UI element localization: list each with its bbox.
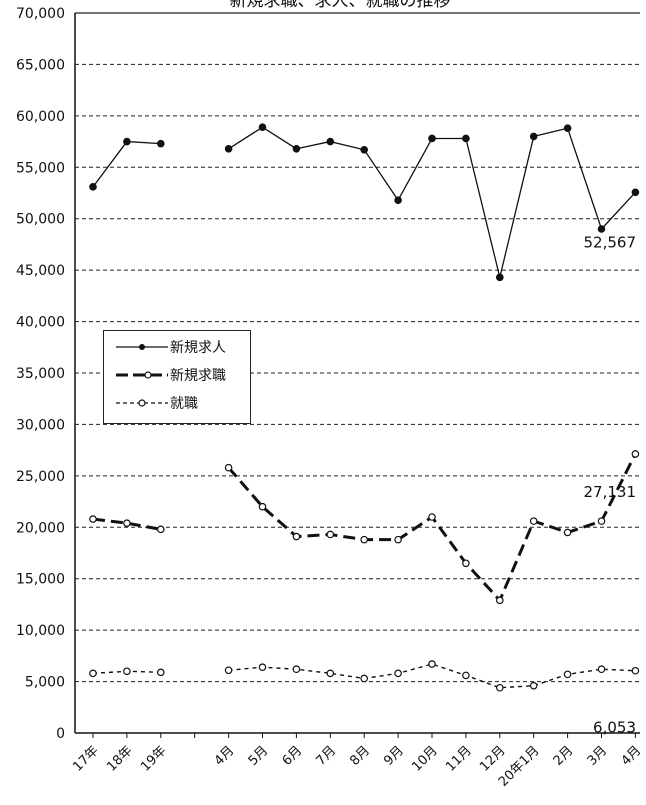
- x-tick-label: 11月: [443, 743, 474, 774]
- series-placements-point: [89, 669, 97, 678]
- x-tick-label: 3月: [585, 743, 611, 769]
- series-new-applicants-point: [326, 530, 335, 539]
- series-new-applicants-point: [292, 532, 301, 541]
- series-new-openings-point: [157, 139, 165, 148]
- series-placements-point: [258, 663, 267, 671]
- series-placements-point: [428, 660, 436, 668]
- y-tick-label: 30,000: [16, 417, 65, 433]
- y-tick-label: 35,000: [16, 366, 65, 382]
- series-new-applicants-point: [462, 559, 470, 568]
- series-placements-point: [563, 670, 572, 679]
- chart-title: 新規求職、求人、就職の推移: [229, 0, 451, 11]
- legend-swatch-new-openings: [116, 344, 168, 350]
- legend-label-placements: 就職: [170, 396, 198, 412]
- series-placements-point: [224, 666, 233, 675]
- series-new-applicants-point: [529, 517, 538, 525]
- series-new-applicants-point: [631, 450, 640, 458]
- y-tick-label: 55,000: [16, 160, 65, 176]
- y-tick-label: 70,000: [16, 6, 65, 22]
- x-tick-label: 6月: [280, 743, 306, 769]
- series-placements-point: [495, 683, 504, 692]
- series-new-openings-point: [462, 134, 470, 143]
- legend-label-new-applicants: 新規求職: [170, 368, 226, 384]
- legend-item-placements: 就職: [104, 391, 250, 415]
- legend-item-new-applicants: 新規求職: [104, 363, 250, 387]
- series-new-openings-point: [428, 134, 436, 143]
- series-new-openings-point: [292, 144, 301, 153]
- series-new-applicants-point: [597, 517, 606, 525]
- series-new-openings-point: [123, 137, 131, 146]
- series-new-openings-point: [631, 188, 640, 197]
- x-tick-label: 7月: [313, 743, 339, 769]
- series-new-applicants-point: [224, 463, 233, 472]
- series-new-applicants-end-label: 27,131: [584, 483, 637, 501]
- series-new-applicants-point: [157, 525, 165, 534]
- series-new-openings-line: [92, 140, 161, 188]
- series-new-applicants-point: [89, 515, 97, 523]
- series-new-openings-point: [224, 144, 233, 153]
- legend-swatch-placements: [116, 399, 168, 407]
- series-placements-point: [394, 669, 402, 678]
- series-new-openings-point: [394, 196, 402, 205]
- series-new-openings-point: [529, 132, 538, 141]
- y-tick-label: 45,000: [16, 263, 65, 279]
- x-tick-label: 8月: [347, 743, 373, 769]
- y-tick-label: 25,000: [16, 469, 65, 485]
- x-tick-label: 4月: [619, 743, 645, 769]
- series-new-openings-point: [326, 137, 335, 146]
- y-tick-label: 0: [56, 726, 65, 742]
- x-tick-label: 17年: [70, 743, 101, 774]
- series-new-openings-point: [360, 146, 369, 154]
- series-new-openings-point: [258, 123, 267, 131]
- x-tick-label: 10月: [409, 743, 440, 774]
- y-tick-label: 50,000: [16, 212, 65, 228]
- series-new-openings-point: [563, 124, 572, 133]
- legend-label-new-openings: 新規求人: [170, 340, 226, 356]
- legend-item-new-openings: 新規求人: [104, 335, 250, 359]
- series-placements-point: [631, 666, 640, 675]
- chart-legend: 新規求人 新規求職 就職: [103, 330, 251, 424]
- series-placements-point: [360, 674, 369, 683]
- series-new-applicants-point: [495, 596, 504, 605]
- x-tick-label: 19年: [138, 743, 169, 774]
- series-placements-end-label: 6,053: [593, 719, 636, 737]
- series-new-openings-line: [228, 126, 636, 278]
- series-new-openings-point: [89, 183, 97, 191]
- series-placements-point: [292, 665, 301, 674]
- y-tick-label: 5,000: [25, 675, 65, 691]
- x-tick-label: 2月: [551, 743, 577, 769]
- x-tick-label: 5月: [246, 743, 272, 769]
- y-tick-label: 60,000: [16, 109, 65, 125]
- series-placements-point: [123, 667, 131, 676]
- y-tick-label: 40,000: [16, 315, 65, 331]
- y-tick-label: 10,000: [16, 623, 65, 639]
- series-new-applicants-point: [360, 535, 369, 544]
- x-tick-label: 18年: [104, 743, 135, 774]
- series-new-applicants-line: [92, 517, 162, 531]
- series-new-applicants-point: [123, 519, 131, 527]
- series-new-openings-point: [597, 225, 606, 233]
- series-placements-point: [529, 681, 538, 690]
- series-placements-point: [462, 671, 470, 680]
- series-placements-point: [326, 669, 335, 678]
- y-tick-label: 15,000: [16, 572, 65, 588]
- legend-swatch-new-applicants: [116, 371, 168, 379]
- series-new-openings-point: [495, 273, 504, 282]
- series-placements-point: [597, 665, 606, 674]
- series-placements-point: [157, 668, 165, 677]
- x-tick-label: 9月: [381, 743, 407, 769]
- series-new-openings-end-label: 52,567: [584, 233, 637, 251]
- series-new-applicants-point: [394, 535, 402, 544]
- x-tick-label: 4月: [212, 743, 238, 769]
- series-new-applicants-point: [258, 502, 267, 511]
- y-tick-label: 65,000: [16, 57, 65, 73]
- y-tick-label: 20,000: [16, 520, 65, 536]
- series-new-applicants-point: [428, 513, 436, 521]
- series-new-applicants-point: [563, 528, 572, 537]
